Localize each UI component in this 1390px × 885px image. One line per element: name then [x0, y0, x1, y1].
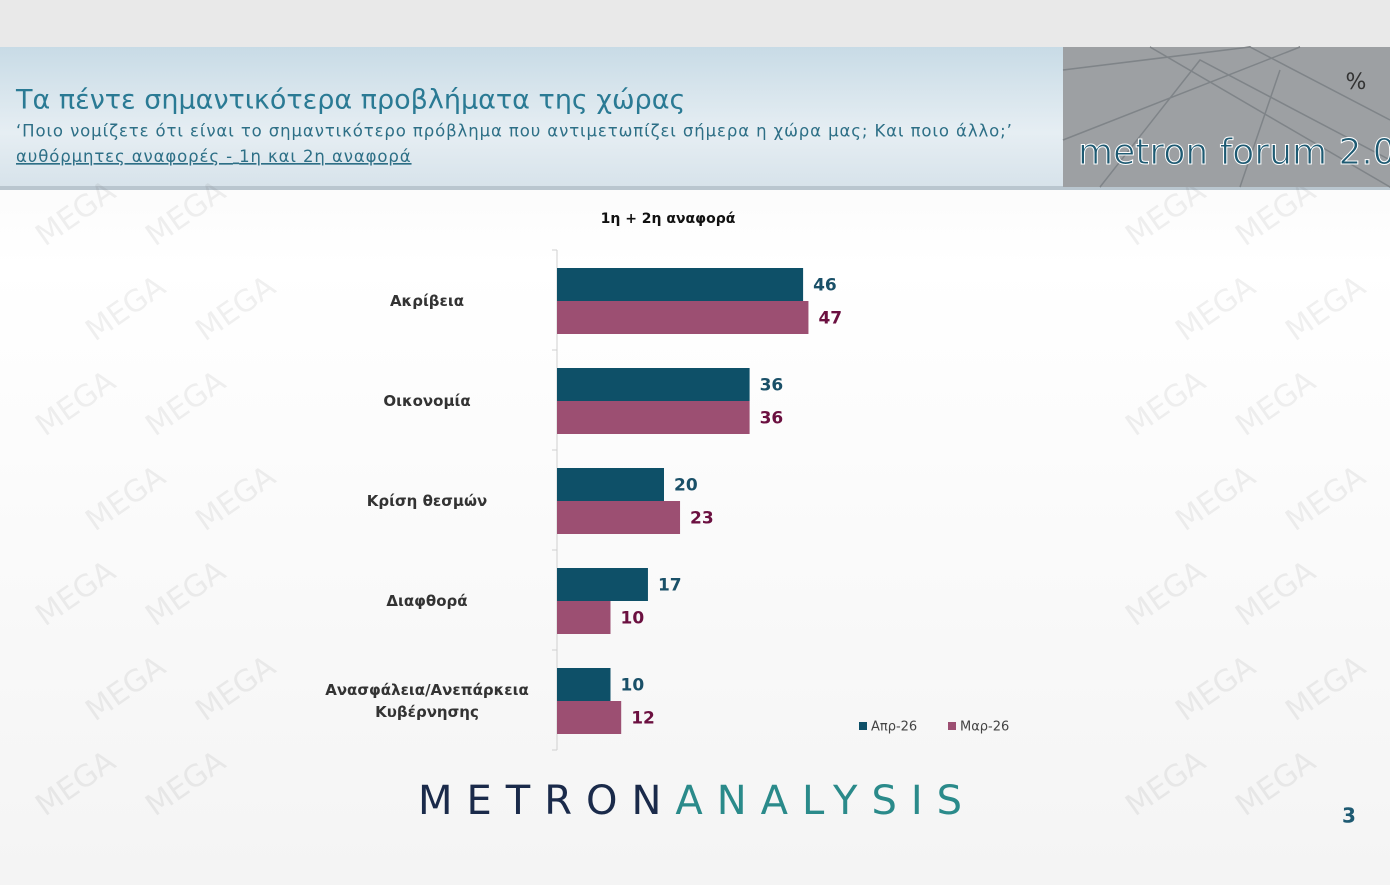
logo-tint: [1063, 47, 1390, 187]
brand-left: METRON: [418, 778, 675, 824]
value-label: 20: [674, 476, 698, 496]
bar: [557, 268, 804, 301]
title: Τα πέντε σημαντικότερα προβλήματα της χώ…: [15, 85, 685, 116]
watermark: MEGA: [1119, 744, 1212, 824]
note-left: αυθόρμητες αναφορές -: [16, 147, 233, 166]
bar: [557, 701, 622, 734]
bar: [557, 468, 664, 501]
header-shadow: [0, 186, 1390, 190]
chart-title: 1η + 2η αναφορά: [601, 211, 736, 227]
category-label: Οικονομία: [383, 392, 471, 410]
watermark: MEGA: [1229, 744, 1322, 824]
bar: [557, 668, 611, 701]
watermark: MEGA: [1229, 554, 1322, 634]
category-label: Διαφθορά: [386, 592, 468, 610]
category-label: Ανασφάλεια/Ανεπάρκεια Κυβέρνησης: [325, 681, 529, 721]
subtitle: ‘Ποιο νομίζετε ότι είναι το σημαντικότερ…: [16, 122, 1013, 141]
value-label: 36: [760, 409, 784, 429]
watermark: MEGA: [29, 744, 122, 824]
watermark: MEGA: [139, 744, 232, 824]
watermark: MEGA: [1279, 649, 1372, 729]
value-label: 46: [813, 276, 837, 296]
bar: [557, 568, 648, 601]
legend-swatch: [859, 722, 867, 730]
watermark: MEGA: [1119, 554, 1212, 634]
value-label: 12: [631, 709, 655, 729]
brand: METRONANALYSIS: [418, 778, 976, 824]
logo-text: metron forum 2.0: [1078, 132, 1390, 173]
category-label: Κρίση θεσμών: [366, 492, 488, 510]
watermark: MEGA: [189, 459, 282, 539]
logo-symbol: %: [1346, 70, 1367, 95]
value-label: 17: [658, 576, 682, 596]
watermark: MEGA: [1119, 364, 1212, 444]
legend-swatch: [948, 722, 956, 730]
bar: [557, 601, 611, 634]
legend-label: Μαρ-26: [960, 720, 1009, 735]
page-number: 3: [1342, 804, 1356, 828]
watermark: MEGA: [29, 364, 122, 444]
bar: [557, 401, 750, 434]
bar: [557, 368, 750, 401]
value-label: 23: [690, 509, 714, 529]
watermark: MEGA: [139, 554, 232, 634]
watermark: MEGA: [1229, 364, 1322, 444]
bar: [557, 301, 809, 334]
value-label: 47: [818, 309, 842, 329]
watermark: MEGA: [79, 649, 172, 729]
top-strip: [0, 0, 1390, 47]
value-label: 36: [760, 376, 784, 396]
watermark: MEGA: [1169, 649, 1262, 729]
watermark: MEGA: [139, 364, 232, 444]
watermark: MEGA: [1279, 459, 1372, 539]
category-label: Ακρίβεια: [389, 292, 465, 310]
value-label: 10: [621, 609, 645, 629]
watermark: MEGA: [1169, 459, 1262, 539]
watermark: MEGA: [79, 269, 172, 349]
note: αυθόρμητες αναφορές - 1η και 2η αναφορά: [16, 147, 412, 166]
legend-label: Απρ-26: [871, 720, 917, 735]
watermark: MEGA: [1279, 269, 1372, 349]
value-label: 10: [621, 676, 645, 696]
watermark: MEGA: [189, 649, 282, 729]
watermark: MEGA: [29, 554, 122, 634]
watermark: MEGA: [1169, 269, 1262, 349]
logo-lines: [1062, 46, 1390, 188]
watermark: MEGA: [79, 459, 172, 539]
brand-right: ANALYSIS: [675, 778, 976, 824]
bar: [557, 501, 681, 534]
watermark: MEGA: [189, 269, 282, 349]
note-right: 1η και 2η αναφορά: [239, 147, 411, 166]
